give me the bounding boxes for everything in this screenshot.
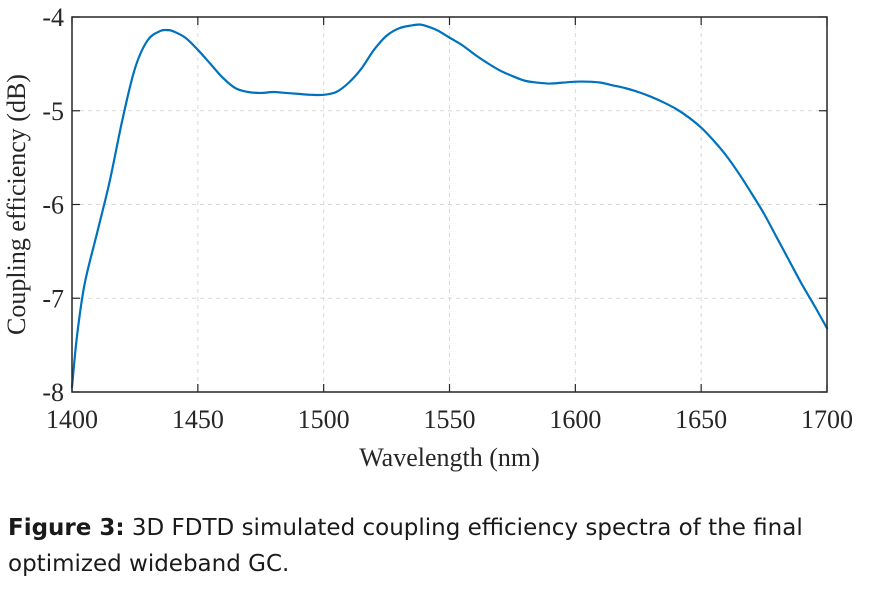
caption-label: Figure 3: — [8, 515, 125, 541]
x-axis-title: Wavelength (nm) — [359, 443, 540, 472]
x-tick-label: 1550 — [424, 405, 476, 434]
y-axis-title: Coupling efficiency (dB) — [2, 74, 31, 335]
x-tick-label: 1650 — [675, 405, 727, 434]
coupling-efficiency-line — [70, 23, 829, 389]
plot-frame — [71, 16, 828, 393]
x-tick-label: 1450 — [172, 405, 224, 434]
y-tick-label: -8 — [42, 378, 64, 407]
y-tick-label: -6 — [42, 191, 64, 220]
figure-caption: Figure 3: 3D FDTD simulated coupling eff… — [8, 510, 878, 582]
x-tick-label: 1500 — [298, 405, 350, 434]
caption-text: 3D FDTD simulated coupling efficiency sp… — [8, 515, 803, 577]
grid — [72, 17, 827, 392]
x-tick-label: 1400 — [46, 405, 98, 434]
chart: 1400 1450 1500 1550 1600 1650 1700 -8 -7 -6 -5 -4 W… — [2, 3, 853, 472]
y-tick-label: -5 — [42, 97, 64, 126]
x-tick-label: 1700 — [801, 405, 853, 434]
tick-labels: 1400 1450 1500 1550 1600 1650 1700 -8 -7 -6 -5 -4 — [42, 3, 853, 434]
y-tick-label: -7 — [42, 284, 64, 313]
y-tick-label: -4 — [42, 3, 64, 32]
x-tick-label: 1600 — [549, 405, 601, 434]
